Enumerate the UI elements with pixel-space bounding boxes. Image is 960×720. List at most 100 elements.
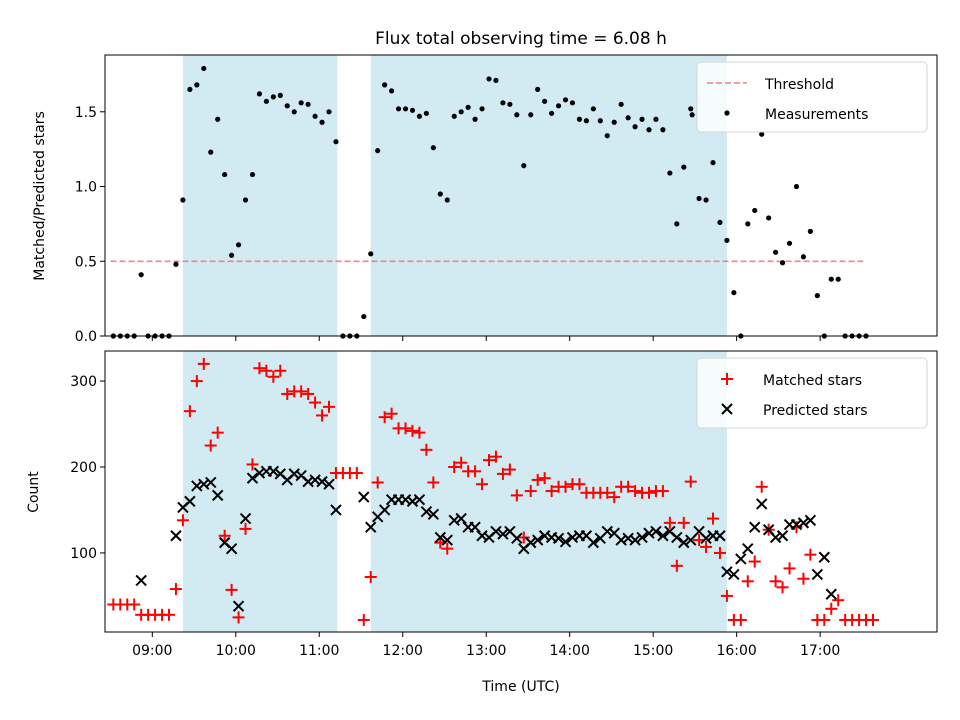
matched-star-point	[707, 512, 719, 525]
measurement-point	[828, 276, 834, 282]
measurement-point	[493, 77, 499, 84]
matched-star-point	[260, 364, 273, 377]
matched-star-point	[455, 456, 468, 469]
predicted-star-point	[309, 474, 321, 486]
predicted-star-point	[365, 521, 377, 533]
matched-star-point	[524, 485, 537, 498]
matched-star-point	[267, 370, 280, 383]
x-axis-label: Time (UTC)	[481, 679, 559, 695]
measurement-point	[703, 197, 709, 203]
predicted-star-point	[469, 521, 481, 533]
measurement-point	[389, 88, 395, 94]
matched-star-point	[232, 611, 245, 624]
matched-star-point	[357, 613, 370, 626]
bottom-panel: 100 200 300 09:00 10:00 11:00 12:00 13:00 14:00…	[26, 350, 938, 695]
predicted-star-point	[769, 531, 782, 544]
measurement-point	[562, 97, 569, 103]
matched-star-point	[677, 516, 690, 529]
x-tick-label: 16:00	[716, 643, 756, 659]
predicted-star-point	[566, 531, 579, 544]
matched-star-point	[734, 613, 747, 626]
bottom-legend-box	[696, 357, 928, 429]
predicted-star-point	[685, 534, 697, 546]
top-x-ticks	[151, 336, 821, 341]
measurement-point	[423, 110, 429, 116]
measurement-point	[208, 149, 214, 155]
predicted-star-point	[650, 525, 662, 538]
matched-star-point	[323, 400, 335, 413]
matched-star-point	[274, 364, 287, 377]
measurement-point	[444, 197, 450, 203]
measurement-point	[270, 94, 276, 100]
measurement-point	[576, 116, 583, 122]
matched-star-point	[629, 485, 642, 498]
predicted-star-point	[700, 532, 712, 545]
matched-star-point	[281, 387, 294, 400]
measurement-point	[569, 100, 576, 106]
shaded-interval-2	[370, 55, 727, 336]
matched-star-point	[713, 546, 726, 559]
predicted-star-point	[825, 588, 837, 600]
matched-star-point	[176, 514, 189, 527]
measurement-point	[291, 109, 297, 115]
measurement-point	[229, 252, 235, 258]
predicted-star-point	[330, 504, 342, 516]
measurement-point	[465, 104, 471, 110]
measurement-point	[681, 164, 687, 170]
matched-star-point	[545, 485, 558, 498]
matched-star-point	[469, 465, 482, 478]
matched-star-point	[399, 422, 412, 435]
predicted-star-point	[742, 542, 754, 555]
x-tick-label: 17:00	[800, 643, 840, 659]
matched-star-point	[204, 439, 217, 452]
measurement-point	[416, 113, 423, 119]
legend-threshold-label: Threshold	[764, 77, 834, 93]
predicted-star-point	[552, 532, 565, 545]
measurement-point	[583, 118, 589, 124]
measurement-point	[458, 109, 464, 115]
measurement-point	[507, 101, 513, 107]
legend-measurements-swatch	[724, 110, 730, 116]
top-shaded-intervals	[182, 55, 727, 336]
matched-star-point	[748, 555, 761, 568]
matched-star-point	[684, 475, 697, 488]
top-y-ticks: 0.0 0.5 1.0 1.5	[75, 105, 105, 345]
matched-star-point	[776, 581, 789, 594]
matched-star-point	[420, 443, 433, 456]
top-panel: 0.0 0.5 1.0 1.5 Matched/Predicted stars Thr…	[32, 54, 938, 345]
predicted-star-point	[441, 534, 453, 546]
matched-star-point	[406, 424, 419, 437]
matched-star-point	[309, 396, 322, 409]
measurement-point	[187, 86, 193, 92]
measurement-point	[472, 116, 478, 122]
predicted-star-point	[559, 536, 572, 548]
measurement-point	[138, 272, 144, 278]
measurement-point	[402, 106, 409, 112]
legend-measurements-label: Measurements	[765, 107, 868, 123]
predicted-star-point	[399, 493, 412, 506]
legend-predicted-swatch	[721, 403, 733, 415]
measurement-point	[639, 116, 645, 122]
measurement-point	[688, 106, 694, 112]
predicted-star-point	[776, 530, 789, 542]
predicted-star-point	[804, 514, 817, 526]
x-tick-label: 10:00	[216, 643, 256, 659]
top-y-axis-label: Matched/Predicted stars	[32, 111, 48, 281]
predicted-star-point	[728, 568, 740, 581]
measurement-point	[409, 107, 416, 113]
matched-star-point	[720, 589, 733, 602]
predicted-star-point	[448, 514, 460, 526]
predicted-star-point	[629, 534, 641, 546]
measurement-point	[542, 98, 548, 104]
predicted-star-point	[511, 532, 523, 545]
matched-star-point	[163, 608, 175, 621]
predicted-star-point	[253, 467, 266, 479]
bottom-shaded-intervals	[182, 351, 727, 632]
measurement-point	[618, 101, 624, 107]
measurement-point	[361, 313, 367, 320]
shaded-interval-1	[182, 55, 338, 336]
predicted-star-point	[413, 493, 426, 506]
measurement-point	[201, 65, 207, 72]
measurement-point	[752, 207, 758, 214]
measurement-point	[333, 139, 339, 145]
